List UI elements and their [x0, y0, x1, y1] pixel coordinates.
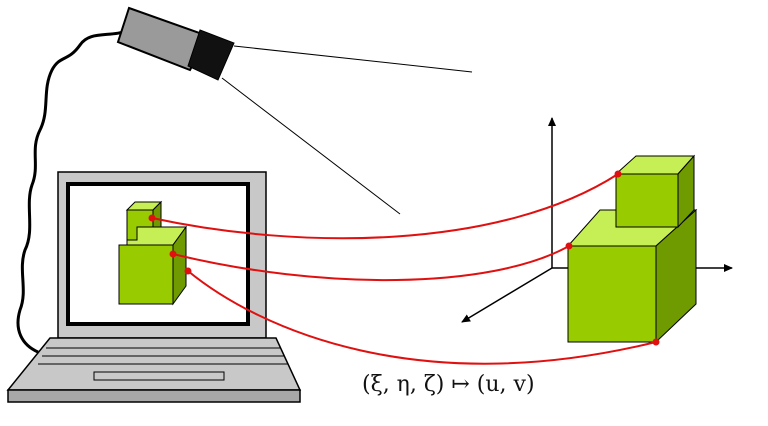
mapping-curve-middle	[172, 245, 570, 282]
mapping-curve-top	[151, 173, 619, 240]
correspondence-lines	[151, 173, 657, 365]
correspondence-points	[148, 170, 660, 346]
camera-icon	[116, 6, 235, 81]
point-screen-top	[148, 214, 156, 222]
screen-cube-image	[118, 200, 187, 306]
camera-fov-line-upper	[233, 45, 473, 73]
point-cube-top	[614, 170, 622, 178]
mapping-curve-bottom	[187, 270, 657, 365]
point-cube-bottom	[652, 338, 660, 346]
point-screen-middle	[169, 250, 177, 258]
point-cube-middle	[565, 242, 573, 250]
camera-fov-line-lower	[221, 77, 401, 215]
camera-cable	[16, 28, 131, 354]
mapping-formula: (ξ, η, ζ) ↦ (u, v)	[362, 372, 535, 397]
point-screen-bottom	[184, 267, 192, 275]
cube-icon	[566, 154, 698, 344]
